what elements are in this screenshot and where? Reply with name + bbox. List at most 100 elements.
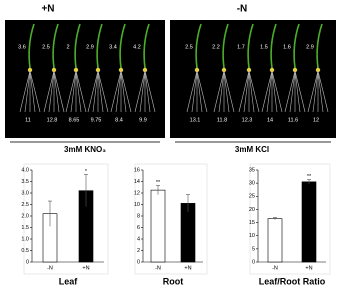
y-tick-label: 4.0 [21, 167, 29, 173]
seedling-seed [95, 67, 101, 73]
seedling-root [289, 70, 296, 113]
x-tick-label: -N [272, 265, 278, 271]
y-tick-label: 35 [249, 167, 255, 173]
seedling-seed [194, 67, 200, 73]
y-tick-label: 20 [249, 207, 255, 213]
y-tick-label: 15 [249, 220, 255, 226]
significance: ** [307, 174, 312, 180]
seedling-root [266, 70, 273, 113]
root-length: 11.8 [217, 117, 227, 123]
seedling-root [248, 70, 260, 113]
seedling-leaf [96, 23, 103, 69]
y-tick-label: 6 [137, 225, 140, 231]
leaf-length: 3.6 [18, 44, 26, 50]
y-tick-label: 14 [134, 179, 140, 185]
seedling-root [24, 70, 31, 113]
seedling-root [92, 70, 99, 113]
y-tick-label: 10 [249, 233, 255, 239]
y-tick-label: 3.5 [21, 179, 29, 185]
treatment-label: 3mM KCl [235, 145, 269, 154]
seedling-leaf [247, 23, 254, 69]
seedling-root [115, 70, 122, 113]
x-tick-label: -N [155, 265, 161, 271]
seedling-root [312, 70, 319, 113]
bar [150, 189, 166, 263]
seedling-root [271, 70, 278, 113]
seedling-root [317, 70, 329, 113]
seedling-leaf [222, 23, 229, 69]
seedling-root [261, 70, 273, 113]
plot-frame [23, 163, 109, 275]
seedling-leaf [28, 23, 35, 69]
seedling-root [248, 70, 255, 113]
seedling-root [29, 70, 36, 113]
seedling-root [120, 70, 132, 113]
root-length: 8.65 [69, 117, 80, 123]
root-length: 12.8 [47, 117, 58, 123]
seedling-root [110, 70, 122, 113]
leaf-length: 2.5 [185, 44, 193, 50]
root-length: 9.75 [91, 117, 102, 123]
treatment-label: 3mM KNO₃ [64, 145, 106, 154]
seedling-root [134, 70, 146, 113]
seedling-root [223, 70, 230, 113]
plot-frame [249, 163, 331, 275]
seedling-leaf [143, 23, 150, 69]
seedling-root [120, 70, 127, 113]
seedling-root [223, 70, 235, 113]
seedling-root [213, 70, 225, 113]
seedling-root [75, 70, 82, 113]
y-tick-label: 2.0 [21, 213, 29, 219]
error-bar [156, 185, 160, 195]
seedling-root [48, 70, 55, 113]
seedling-root [43, 70, 55, 113]
seedling-leaf [119, 23, 126, 69]
significance: * [85, 169, 88, 175]
y-tick-label: 5 [252, 246, 255, 252]
y-tick-label: 2 [137, 248, 140, 254]
bar [301, 181, 317, 263]
seedling-seed [315, 67, 321, 73]
error-bar [307, 179, 311, 184]
error-bar [186, 194, 190, 212]
seedling-root [144, 70, 156, 113]
error-bar [84, 174, 88, 207]
x-tick-label: -N [47, 265, 53, 271]
seedling-root [87, 70, 99, 113]
x-axis-label: Leaf [59, 276, 79, 286]
seedling-seed [269, 67, 275, 73]
seedling-seed [73, 67, 79, 73]
root-length: 12.3 [242, 117, 253, 123]
seedling-leaf [195, 23, 202, 69]
seedling-root [307, 70, 319, 113]
leaf-length: 2 [66, 44, 69, 50]
seedling-root [97, 70, 104, 113]
seedling-root [144, 70, 151, 113]
seedling-seed [246, 67, 252, 73]
seedling-root [75, 70, 87, 113]
error-bar [48, 200, 52, 227]
seedling-seed [221, 67, 227, 73]
x-axis-label: Root [163, 276, 184, 286]
error-bar [273, 217, 277, 220]
seedling-seed [292, 67, 298, 73]
root-length: 12 [313, 117, 319, 123]
leaf-length: 4.2 [133, 44, 141, 50]
seedling-root [196, 70, 208, 113]
seedling-root [196, 70, 203, 113]
seedling-leaf [316, 23, 323, 69]
y-tick-label: 12 [134, 190, 140, 196]
y-tick-label: 0 [252, 259, 255, 265]
condition-label: -N [237, 4, 248, 15]
seedling-leaf [270, 23, 277, 69]
root-length: 13.1 [190, 117, 201, 123]
seedling-root [243, 70, 250, 113]
x-tick-label: +N [305, 265, 312, 271]
leaf-length: 2.2 [212, 44, 220, 50]
leaf-length: 2.5 [42, 44, 50, 50]
root-length: 8.4 [115, 117, 123, 123]
seedling-root [19, 70, 31, 113]
y-tick-label: 4 [137, 236, 140, 242]
seedling-root [294, 70, 306, 113]
